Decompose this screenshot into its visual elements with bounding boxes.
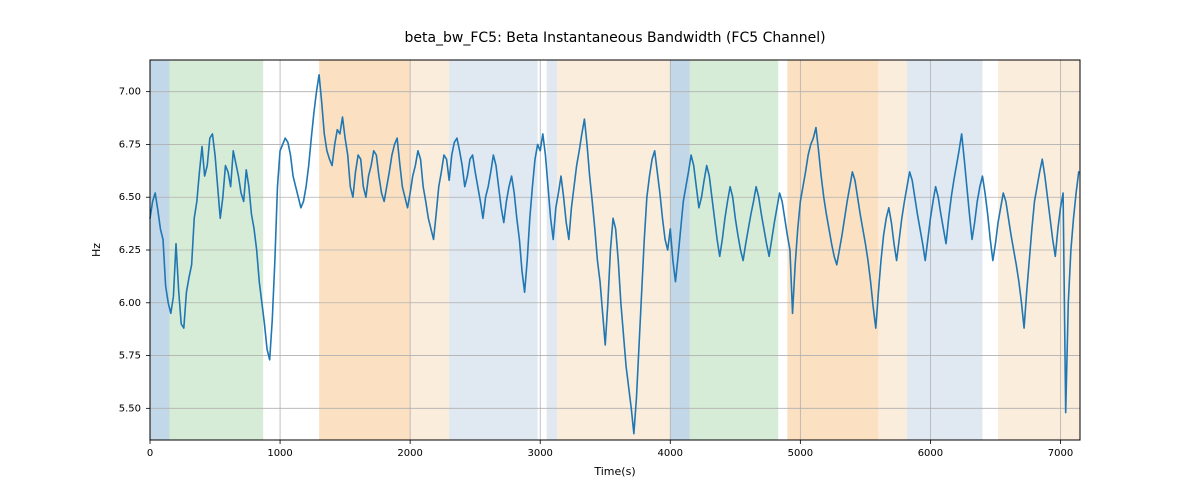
y-tick-label: 5.75 [119, 351, 141, 362]
x-tick-label: 2000 [397, 448, 422, 459]
chart-svg: 0 1000 2000 3000 4000 5000 6000 7000 5.50 5.75 6.0… [0, 0, 1200, 500]
y-tick-label: 7.00 [119, 87, 141, 98]
x-tick-label: 1000 [267, 448, 292, 459]
x-tick-label: 0 [147, 448, 153, 459]
y-tick-label: 6.50 [119, 192, 141, 203]
chart-title: beta_bw_FC5: Beta Instantaneous Bandwidt… [404, 30, 825, 46]
x-tick-label: 5000 [788, 448, 813, 459]
x-tick-label: 6000 [918, 448, 943, 459]
y-axis-label: Hz [90, 243, 103, 257]
y-tick-label: 6.25 [119, 245, 141, 256]
y-tick-label: 5.50 [119, 403, 141, 414]
chart-container: 0 1000 2000 3000 4000 5000 6000 7000 5.50 5.75 6.0… [0, 0, 1200, 500]
y-tick-label: 6.75 [119, 139, 141, 150]
y-tick-label: 6.00 [119, 298, 141, 309]
x-tick-label: 7000 [1048, 448, 1073, 459]
x-tick-label: 3000 [527, 448, 552, 459]
x-tick-label: 4000 [658, 448, 683, 459]
x-axis-label: Time(s) [593, 465, 635, 478]
